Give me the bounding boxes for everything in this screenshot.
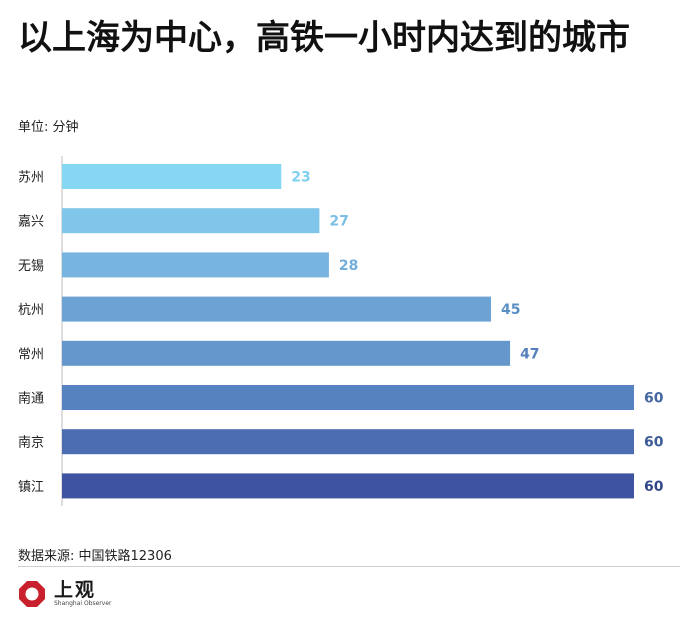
data-source: 数据来源: 中国铁路12306 [18, 549, 172, 564]
chart-title: 以上海为中心，高铁一小时内达到的城市 [18, 18, 630, 58]
shanghai-observer-logo: 上观 Shanghai Observer [18, 580, 111, 608]
unit-label: 单位: 分钟 [18, 120, 79, 135]
bar [62, 385, 634, 410]
logo-icon [19, 581, 45, 607]
bar [62, 473, 634, 499]
bar [62, 340, 511, 366]
logo-en-text: Shanghai Observer [54, 600, 112, 607]
footer-divider [18, 566, 680, 567]
value-label: 47 [520, 346, 539, 362]
category-label: 南通 [18, 391, 44, 407]
bar [62, 252, 329, 278]
category-label: 镇江 [18, 480, 44, 495]
category-label: 苏州 [18, 170, 44, 186]
value-label: 28 [339, 258, 358, 274]
bar [62, 208, 320, 234]
category-label: 嘉兴 [18, 215, 44, 230]
category-label: 无锡 [18, 259, 44, 274]
logo-cn-text: 上观 [54, 579, 97, 601]
value-label: 60 [644, 391, 664, 407]
bar [62, 429, 634, 455]
category-label: 常州 [18, 347, 44, 362]
value-label: 23 [291, 170, 310, 186]
value-label: 60 [644, 435, 664, 451]
bar-chart: 苏州 23 嘉兴 27 无锡 28 杭州 45 常州 47 南通 60 南京 60 镇江 60 [18, 156, 664, 506]
value-label: 27 [329, 214, 348, 230]
category-label: 南京 [18, 435, 44, 451]
value-label: 45 [501, 302, 520, 318]
value-label: 60 [644, 479, 664, 495]
category-label: 杭州 [18, 303, 44, 318]
bar [62, 296, 491, 322]
bar [62, 164, 282, 189]
